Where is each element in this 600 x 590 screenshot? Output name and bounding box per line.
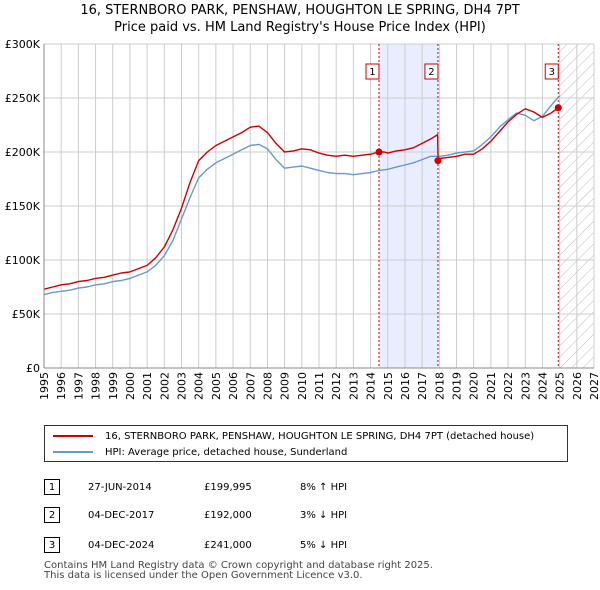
- x-tick-label: 2022: [502, 372, 515, 400]
- x-tick-label: 2003: [176, 372, 189, 400]
- x-tick-label: 1995: [38, 372, 51, 400]
- transactions-table: 1 27-JUN-2014 £199,995 8% ↑ HPI 2 04-DEC…: [44, 474, 347, 560]
- y-tick-label: £150K: [5, 200, 41, 213]
- x-tick-label: 2005: [210, 372, 223, 400]
- sale-hpi-diff: 5% ↓ HPI: [300, 539, 348, 551]
- chart-title: 16, STERNBORO PARK, PENSHAW, HOUGHTON LE…: [80, 3, 520, 18]
- legend-item-hpi: HPI: Average price, detached house, Sund…: [53, 444, 347, 460]
- x-tick-label: 2014: [365, 372, 378, 400]
- sale-label-box: [424, 63, 439, 80]
- x-tick-label: 2024: [536, 372, 549, 400]
- x-tick-label: 2027: [588, 372, 600, 400]
- y-tick-label: £0: [26, 362, 40, 375]
- footer-licence: This data is licensed under the Open Gov…: [44, 570, 363, 581]
- price-chart: 1 2 3 £0 £50K £100K £150K £200K £250K £300K 1995 19…: [5, 38, 600, 400]
- sale-date: 27-JUN-2014: [88, 481, 152, 493]
- sale-date: 04-DEC-2024: [88, 539, 155, 551]
- sale-hpi-diff: 8% ↑ HPI: [300, 481, 348, 493]
- x-tick-label: 2023: [519, 372, 532, 400]
- sale-badge: 2: [44, 507, 60, 523]
- footer-copyright: Contains HM Land Registry data © Crown c…: [44, 560, 433, 571]
- x-tick-label: 2010: [296, 372, 309, 400]
- sale-label: 1: [369, 67, 375, 78]
- hpi-line: [43, 95, 561, 296]
- table-row: 1 27-JUN-2014 £199,995 8% ↑ HPI: [44, 474, 347, 500]
- sale-label: 2: [428, 67, 434, 78]
- y-tick-label: £50K: [12, 308, 41, 321]
- x-tick-label: 2013: [347, 372, 360, 400]
- x-tick-label: 2025: [554, 372, 567, 400]
- x-tick-label: 1999: [107, 372, 120, 400]
- x-tick-label: 2017: [416, 372, 429, 400]
- y-tick-label: £300K: [5, 38, 41, 51]
- legend-swatch-hpi: [53, 451, 93, 453]
- legend-label-property: 16, STERNBORO PARK, PENSHAW, HOUGHTON LE…: [105, 430, 535, 442]
- sale-price: £199,995: [204, 481, 252, 493]
- x-tick-label: 2002: [158, 372, 171, 400]
- x-tick-label: 1996: [55, 372, 68, 400]
- x-tick-label: 2008: [261, 372, 274, 400]
- sale-price: £241,000: [204, 539, 252, 551]
- x-tick-label: 2012: [330, 372, 343, 400]
- sale-point: [434, 157, 442, 165]
- sale-point: [375, 148, 383, 156]
- x-tick-label: 2006: [227, 372, 240, 400]
- x-tick-label: 2011: [313, 372, 326, 400]
- legend-label-hpi: HPI: Average price, detached house, Sund…: [105, 446, 348, 458]
- property-price-line: [43, 105, 561, 290]
- x-tick-label: 2004: [193, 372, 206, 400]
- x-tick-label: 2009: [279, 372, 292, 400]
- y-tick-label: £200K: [5, 146, 41, 159]
- x-tick-label: 2026: [571, 372, 584, 400]
- x-tick-label: 2016: [399, 372, 412, 400]
- x-tick-label: 1998: [90, 372, 103, 400]
- x-tick-label: 1997: [72, 372, 85, 400]
- table-row: 3 04-DEC-2024 £241,000 5% ↓ HPI: [44, 530, 347, 560]
- x-tick-label: 2018: [433, 372, 446, 400]
- x-tick-label: 2007: [244, 372, 257, 400]
- sale-hpi-diff: 3% ↓ HPI: [300, 509, 348, 521]
- sale-label-box: [544, 63, 559, 80]
- table-row: 2 04-DEC-2017 £192,000 3% ↓ HPI: [44, 500, 347, 530]
- sale-price: £192,000: [204, 509, 252, 521]
- legend-item-property: 16, STERNBORO PARK, PENSHAW, HOUGHTON LE…: [53, 428, 534, 444]
- x-tick-label: 2021: [485, 372, 498, 400]
- x-tick-label: 2000: [124, 372, 137, 400]
- sale-label: 3: [549, 67, 555, 78]
- y-tick-label: £100K: [5, 254, 41, 267]
- footer: Contains HM Land Registry data © Crown c…: [44, 561, 433, 581]
- sale-date: 04-DEC-2017: [88, 509, 155, 521]
- x-tick-label: 2020: [468, 372, 481, 400]
- chart-subtitle: Price paid vs. HM Land Registry's House …: [114, 20, 486, 35]
- sale-badge: 1: [44, 479, 60, 495]
- sale-label-box: [365, 63, 380, 80]
- legend-swatch-property: [53, 435, 93, 437]
- sale-badge: 3: [44, 537, 60, 553]
- sale-point: [554, 104, 562, 112]
- x-tick-label: 2015: [382, 372, 395, 400]
- x-tick-label: 2019: [451, 372, 464, 400]
- legend: 16, STERNBORO PARK, PENSHAW, HOUGHTON LE…: [44, 425, 568, 462]
- x-tick-label: 2001: [141, 372, 154, 400]
- y-tick-label: £250K: [5, 92, 41, 105]
